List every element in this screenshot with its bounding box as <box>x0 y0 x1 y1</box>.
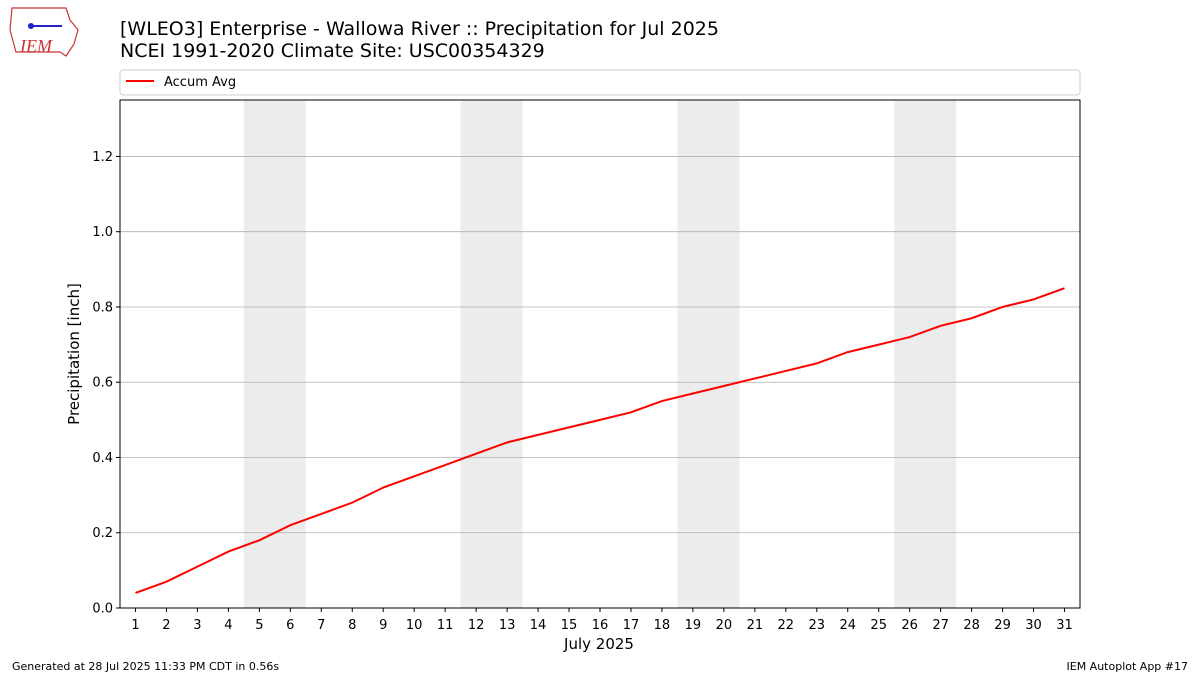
x-tick-label: 21 <box>747 618 764 633</box>
logo-icon <box>28 23 34 29</box>
footer-right: IEM Autoplot App #17 <box>1067 660 1189 673</box>
x-tick-label: 5 <box>255 618 263 633</box>
legend-label: Accum Avg <box>164 75 236 90</box>
x-tick-label: 3 <box>193 618 201 633</box>
x-tick-label: 16 <box>592 618 609 633</box>
weekend-band <box>677 100 740 608</box>
x-tick-label: 19 <box>685 618 702 633</box>
x-tick-label: 12 <box>468 618 485 633</box>
y-tick-label: 0.4 <box>92 451 113 466</box>
y-tick-label: 1.0 <box>92 225 113 240</box>
chart-title: [WLEO3] Enterprise - Wallowa River :: Pr… <box>120 18 719 40</box>
x-tick-label: 22 <box>778 618 795 633</box>
x-tick-label: 26 <box>901 618 918 633</box>
x-tick-label: 24 <box>839 618 856 633</box>
x-tick-label: 30 <box>1025 618 1042 633</box>
logo: IEM <box>9 7 79 57</box>
weekend-band <box>894 100 957 608</box>
logo-text: IEM <box>19 36 53 56</box>
x-tick-label: 4 <box>224 618 232 633</box>
x-tick-label: 27 <box>932 618 949 633</box>
y-tick-label: 0.6 <box>92 376 113 391</box>
y-axis-label: Precipitation [inch] <box>65 283 83 425</box>
x-tick-label: 23 <box>809 618 826 633</box>
x-tick-label: 15 <box>561 618 578 633</box>
x-axis-label: July 2025 <box>563 635 634 653</box>
x-tick-label: 7 <box>317 618 325 633</box>
x-tick-label: 8 <box>348 618 356 633</box>
chart-subtitle: NCEI 1991-2020 Climate Site: USC00354329 <box>120 40 545 62</box>
x-tick-label: 10 <box>406 618 423 633</box>
x-tick-label: 20 <box>716 618 733 633</box>
legend-box <box>119 69 1081 96</box>
footer-left: Generated at 28 Jul 2025 11:33 PM CDT in… <box>12 660 279 673</box>
weekend-band <box>460 100 523 608</box>
x-tick-label: 25 <box>870 618 887 633</box>
x-tick-label: 28 <box>963 618 980 633</box>
x-tick-label: 13 <box>499 618 516 633</box>
data-line <box>135 287 1065 594</box>
x-tick-label: 17 <box>623 618 640 633</box>
x-tick-label: 29 <box>994 618 1011 633</box>
y-tick-label: 0.8 <box>92 300 113 315</box>
y-tick-label: 1.2 <box>92 150 113 165</box>
x-tick-label: 2 <box>162 618 170 633</box>
logo-outline <box>9 7 79 57</box>
x-tick-label: 11 <box>437 618 454 633</box>
x-tick-label: 18 <box>654 618 671 633</box>
plot-frame <box>119 99 1081 609</box>
x-tick-label: 14 <box>530 618 547 633</box>
x-tick-label: 1 <box>131 618 139 633</box>
x-tick-label: 6 <box>286 618 294 633</box>
x-tick-label: 9 <box>379 618 387 633</box>
y-tick-label: 0.2 <box>92 526 113 541</box>
plot-area: 0.00.20.40.60.81.01.21 2 3 4 5 6 7 8 9 10 11 12 13 14… <box>92 69 1081 633</box>
y-tick-label: 0.0 <box>92 602 113 617</box>
x-tick-label: 31 <box>1056 618 1073 633</box>
